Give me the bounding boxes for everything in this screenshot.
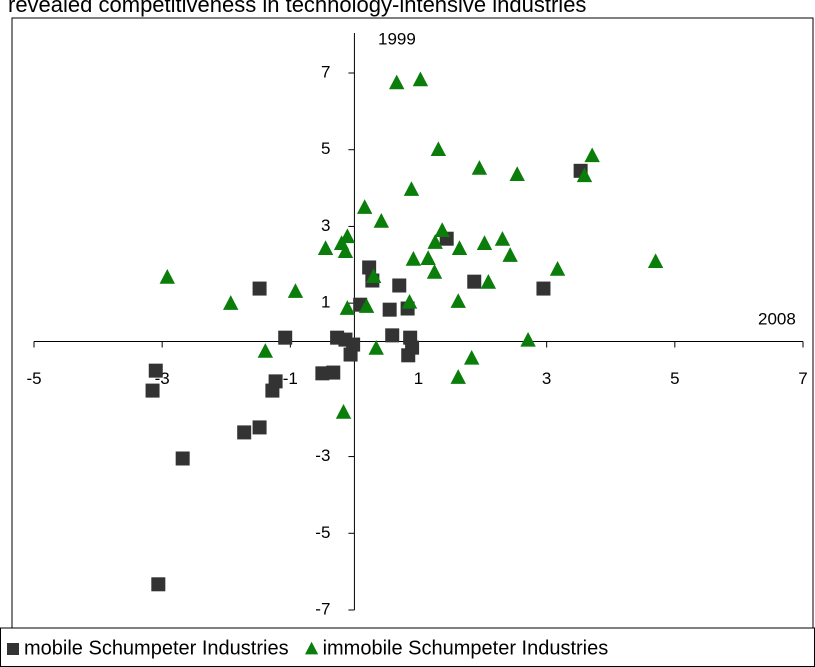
- point: [175, 451, 190, 466]
- point: [268, 374, 283, 389]
- point: [385, 328, 400, 343]
- legend-marker: [304, 641, 319, 655]
- point: [476, 235, 493, 250]
- point: [502, 247, 518, 262]
- point: [358, 298, 375, 313]
- point: [148, 363, 163, 378]
- x-tick-label: -5: [26, 369, 41, 388]
- point: [430, 141, 447, 157]
- chart-title: revealed competitiveness in technology-i…: [8, 0, 586, 17]
- y-tick-label: -7: [315, 599, 330, 618]
- point: [356, 199, 373, 214]
- point: [339, 228, 356, 244]
- point: [647, 253, 664, 269]
- y-tick-label: -3: [315, 446, 330, 465]
- point: [252, 281, 267, 296]
- point: [467, 274, 482, 289]
- point: [237, 425, 252, 440]
- point: [401, 348, 416, 363]
- point: [434, 222, 450, 237]
- point: [584, 147, 600, 163]
- point: [223, 295, 239, 310]
- point: [401, 293, 418, 309]
- legend-label: mobile Schumpeter Industries: [24, 637, 289, 659]
- point: [287, 283, 304, 298]
- point: [382, 302, 397, 317]
- point: [451, 240, 468, 255]
- point: [450, 293, 466, 308]
- x-tick-label: 7: [798, 369, 807, 388]
- point: [480, 274, 497, 289]
- y-tick-label: -5: [315, 523, 330, 542]
- point: [257, 343, 274, 358]
- legend-marker: [7, 643, 19, 655]
- x-tick-label: -1: [283, 369, 298, 388]
- point: [343, 347, 358, 362]
- x-tick-label: 1: [414, 369, 423, 388]
- point: [145, 383, 160, 398]
- point: [405, 251, 422, 266]
- point: [576, 167, 593, 183]
- point: [373, 213, 390, 228]
- point: [151, 577, 166, 592]
- point: [471, 160, 488, 175]
- point: [520, 331, 536, 347]
- y-axis-label: 1999: [378, 29, 416, 48]
- x-tick-label: 5: [670, 369, 679, 388]
- y-tick-label: 1: [321, 293, 330, 312]
- legend-label: immobile Schumpeter Industries: [323, 637, 609, 659]
- point: [392, 278, 407, 293]
- point: [335, 404, 352, 419]
- point: [426, 264, 443, 279]
- point: [420, 250, 436, 265]
- point: [427, 234, 443, 249]
- point: [339, 300, 356, 315]
- point: [494, 231, 511, 246]
- point: [389, 74, 405, 90]
- y-tick-label: 3: [321, 216, 330, 235]
- point: [368, 340, 384, 355]
- point: [536, 281, 551, 296]
- point: [412, 71, 429, 87]
- point: [450, 369, 466, 384]
- plot-frame: [11, 17, 814, 629]
- y-tick-label: 5: [321, 139, 330, 158]
- x-axis-label: 2008: [758, 309, 796, 328]
- point: [403, 181, 420, 196]
- point: [315, 366, 330, 381]
- point: [326, 365, 341, 380]
- y-tick-label: 7: [321, 62, 330, 81]
- point: [278, 330, 293, 345]
- point: [463, 349, 480, 365]
- point: [549, 260, 566, 276]
- point: [337, 243, 354, 259]
- point: [252, 420, 267, 435]
- point: [159, 269, 175, 284]
- point: [509, 166, 525, 181]
- x-tick-label: 3: [542, 369, 551, 388]
- point: [365, 268, 382, 283]
- point: [317, 240, 334, 255]
